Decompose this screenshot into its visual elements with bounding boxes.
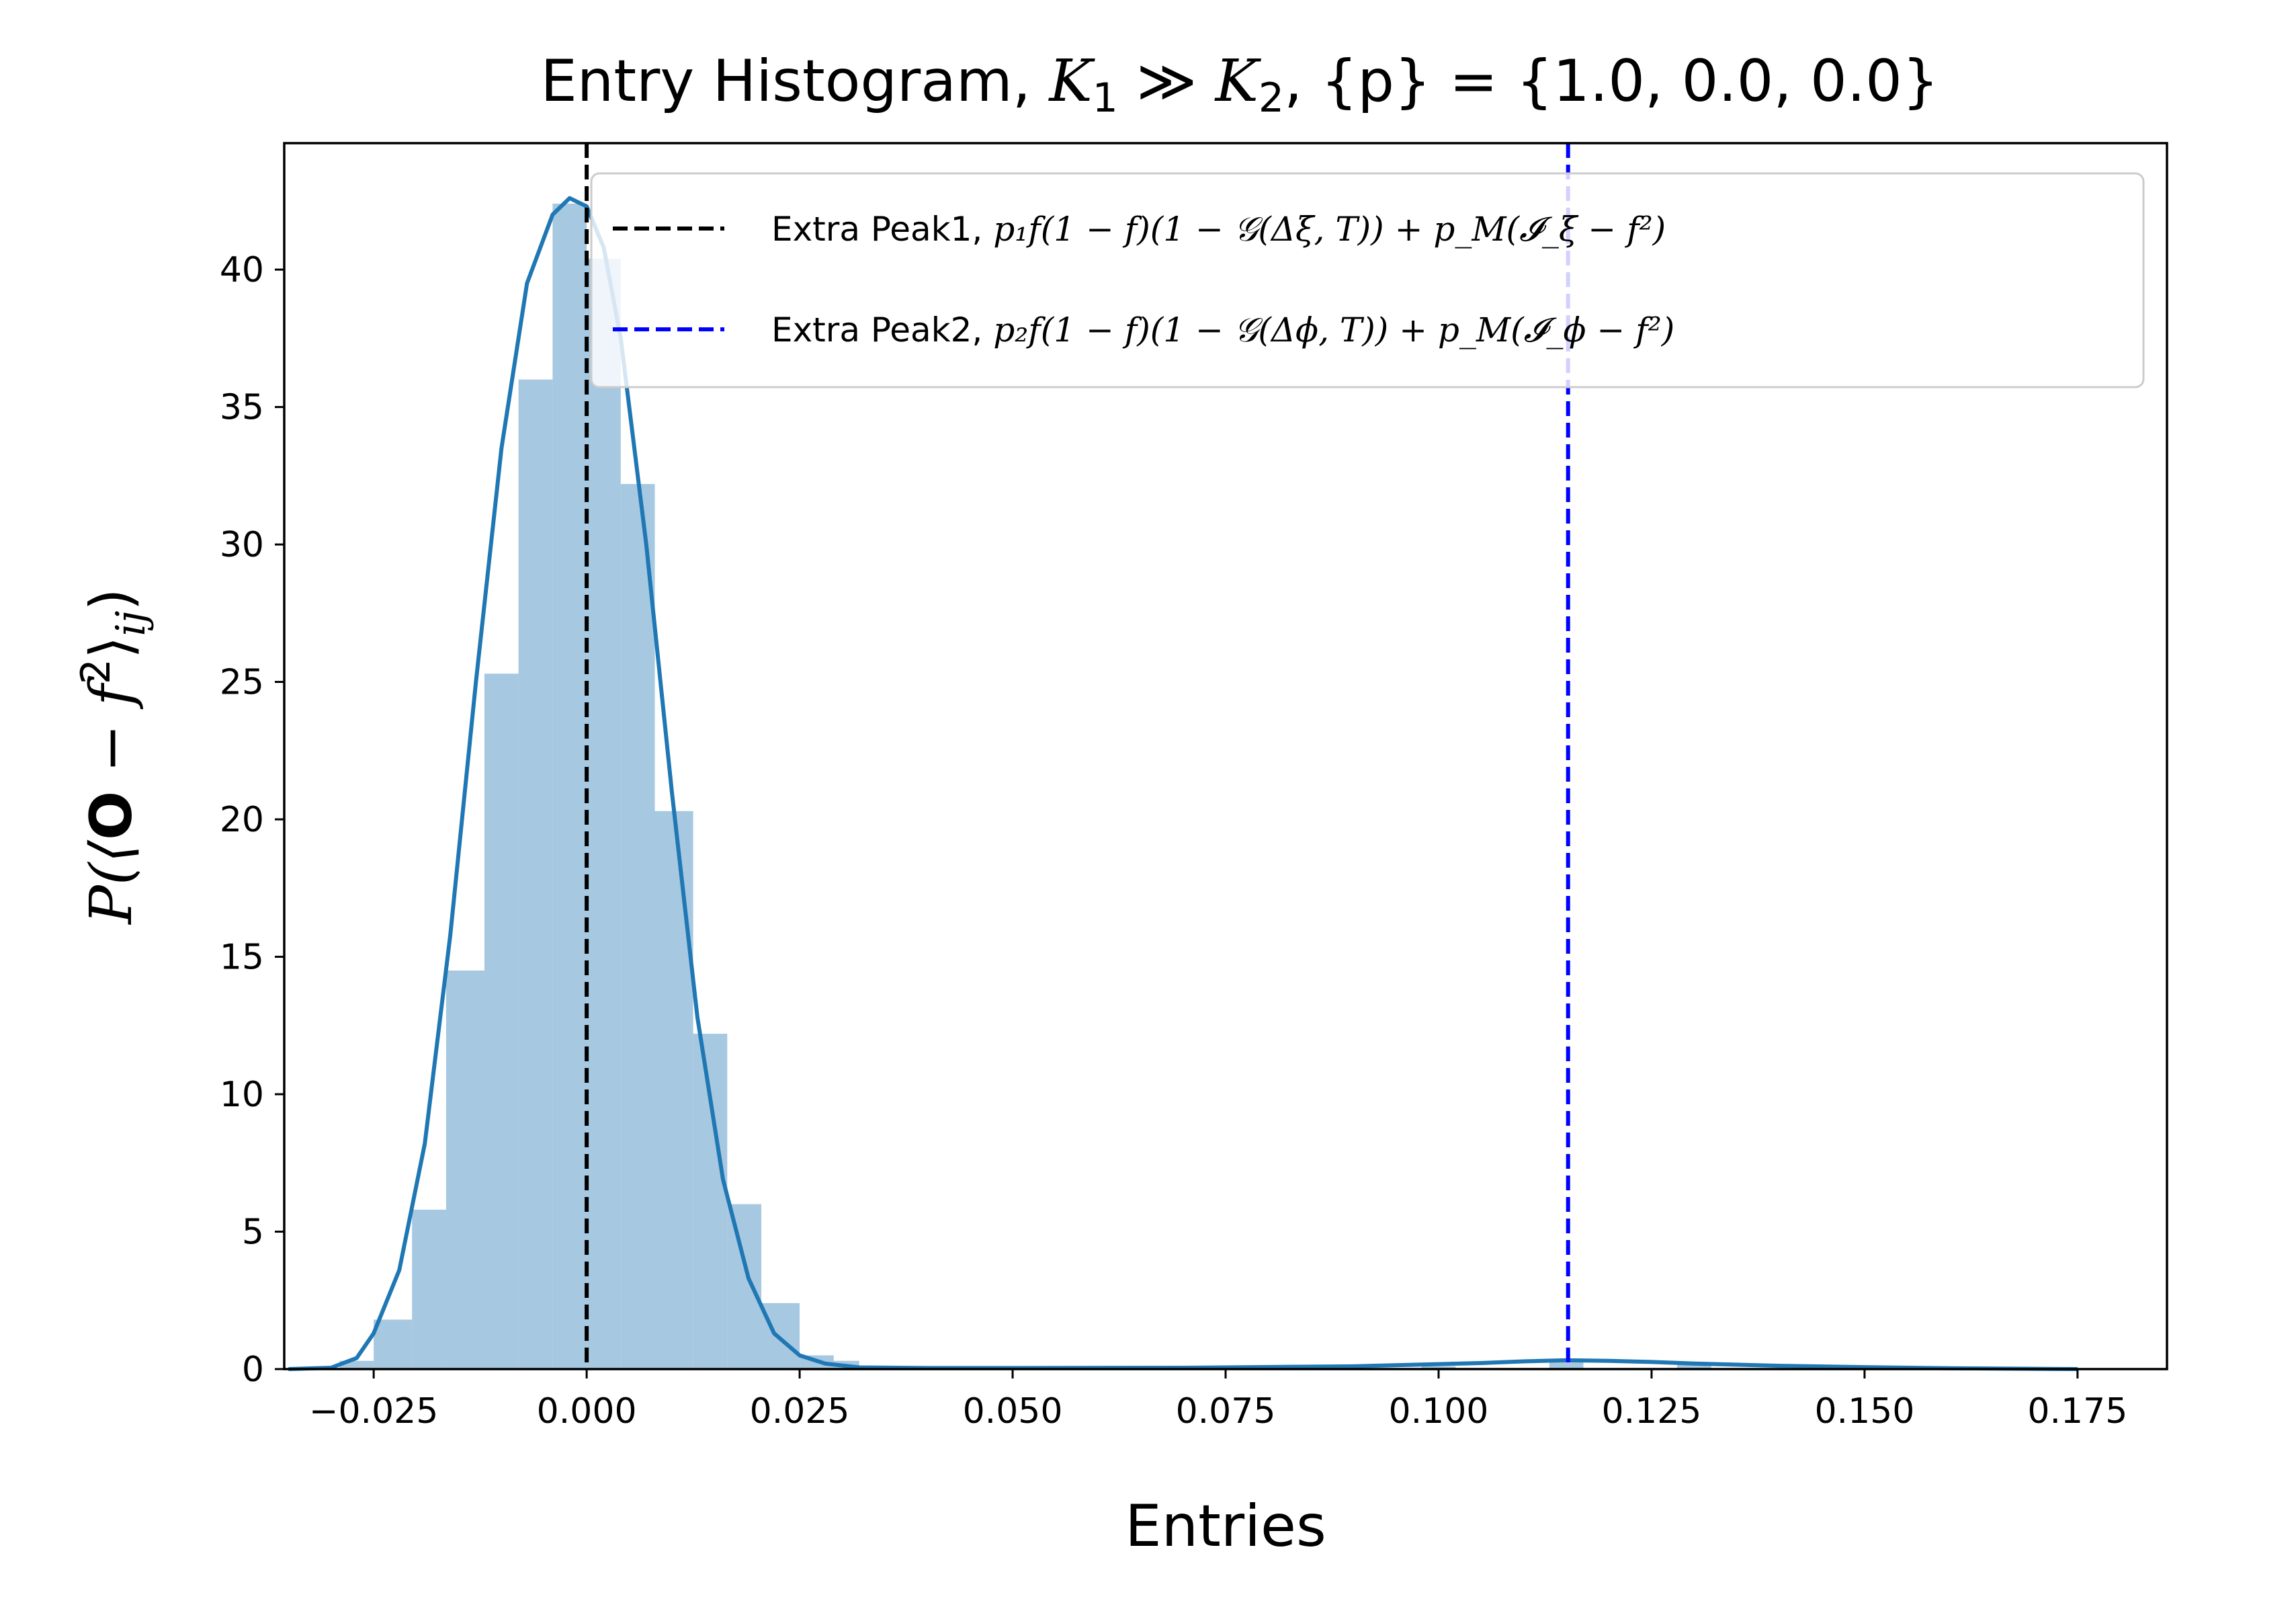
y-axis-label-lead: P(⟨ xyxy=(78,839,145,925)
kde-curve xyxy=(288,196,2078,1371)
histogram-tail-bar xyxy=(1421,1366,1456,1369)
y-axis-label-sub: ij xyxy=(108,611,155,636)
histogram-tail-bar xyxy=(1676,1363,1711,1369)
y-tick-label: 5 xyxy=(242,1212,264,1253)
histogram-bar xyxy=(620,484,655,1369)
x-tick-label: 0.025 xyxy=(750,1391,850,1432)
y-axis-label-sup: 2 xyxy=(73,659,120,684)
histogram-bar xyxy=(374,1319,413,1369)
x-tick-label: 0.000 xyxy=(537,1391,637,1432)
histogram-bar xyxy=(727,1204,762,1369)
y-axis-label-tail: ) xyxy=(78,588,145,611)
histogram-bar xyxy=(518,379,553,1369)
histogram-bars xyxy=(339,203,2052,1370)
legend-box xyxy=(590,172,2145,388)
legend-entry-peak1-label: Extra Peak1, xyxy=(771,210,993,249)
x-tick-label: 0.050 xyxy=(963,1391,1063,1432)
histogram-bar xyxy=(761,1303,800,1369)
y-tick-label: 35 xyxy=(220,388,264,428)
y-axis-label: P(⟨O − f2⟩ij) xyxy=(73,588,155,925)
y-axis-ticks: 0 5 10 15 20 25 30 35 40 xyxy=(220,250,284,1390)
x-tick-label: 0.150 xyxy=(1814,1391,1914,1432)
chart-title-k2: K xyxy=(1214,48,1262,115)
y-tick-label: 30 xyxy=(220,525,264,565)
legend-entry-peak2: Extra Peak2, p₂f(1 − f)(1 − 𝒢(Δϕ, T)) + … xyxy=(771,311,1674,349)
x-tick-label: 0.100 xyxy=(1389,1391,1489,1432)
histogram-bar xyxy=(587,258,621,1369)
chart-title-k1: K xyxy=(1048,48,1095,115)
y-axis-label-mid: − f xyxy=(78,675,145,791)
y-tick-label: 40 xyxy=(220,250,264,290)
histogram-bar xyxy=(445,970,484,1369)
chart-title-rel: ≫ xyxy=(1118,48,1216,115)
y-tick-label: 0 xyxy=(242,1350,264,1390)
chart-title-suffix: , {p} = {1.0, 0.0, 0.0} xyxy=(1284,48,1939,115)
y-tick-label: 10 xyxy=(220,1075,264,1115)
chart-title-prefix: Entry Histogram, xyxy=(540,48,1049,115)
x-tick-label: 0.175 xyxy=(2027,1391,2127,1432)
y-axis-label-bold: O xyxy=(78,791,145,840)
x-tick-label: 0.125 xyxy=(1601,1391,1701,1432)
x-tick-label: −0.025 xyxy=(309,1391,438,1432)
kde-curve-layer xyxy=(288,196,2078,1371)
x-tick-label: 0.075 xyxy=(1176,1391,1276,1432)
legend: Extra Peak1, p₁f(1 − f)(1 − 𝒢(Δξ, T)) + … xyxy=(590,172,2145,388)
histogram-bar xyxy=(484,673,519,1370)
histogram-bar xyxy=(552,203,587,1369)
legend-entry-peak2-label: Extra Peak2, xyxy=(771,311,993,349)
chart-title-k2-sub: 2 xyxy=(1259,75,1284,122)
histogram-bar xyxy=(693,1034,728,1369)
x-axis-label: Entries xyxy=(1125,1493,1326,1560)
histogram-tail-bar xyxy=(1549,1360,1584,1369)
legend-entry-peak1-formula: p₁f(1 − f)(1 − 𝒢(Δξ, T)) + p_M(𝓘_ξ − f²) xyxy=(993,210,1666,249)
legend-entry-peak1: Extra Peak1, p₁f(1 − f)(1 − 𝒢(Δξ, T)) + … xyxy=(771,210,1666,249)
histogram-bar xyxy=(412,1209,446,1369)
y-tick-label: 15 xyxy=(220,938,264,978)
chart-title-k1-sub: 1 xyxy=(1093,75,1118,122)
legend-entry-peak2-formula: p₂f(1 − f)(1 − 𝒢(Δϕ, T)) + p_M(𝓘_ϕ − f²) xyxy=(993,311,1674,349)
chart-title: Entry Histogram, K1 ≫ K2, {p} = {1.0, 0.… xyxy=(540,48,1939,122)
x-axis-ticks: −0.025 0.000 0.025 0.050 0.075 0.100 0.125 0.15… xyxy=(309,1369,2127,1432)
y-tick-label: 20 xyxy=(220,800,264,840)
histogram-bar xyxy=(654,811,693,1369)
y-tick-label: 25 xyxy=(220,663,264,703)
y-axis-label-close: ⟩ xyxy=(78,636,145,659)
